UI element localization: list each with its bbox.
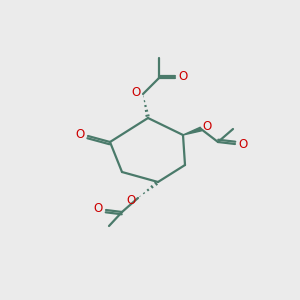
- Text: O: O: [75, 128, 85, 142]
- Text: O: O: [178, 70, 188, 83]
- Text: O: O: [202, 119, 211, 133]
- Text: O: O: [93, 202, 103, 215]
- Polygon shape: [183, 127, 202, 135]
- Text: O: O: [126, 194, 136, 206]
- Text: O: O: [131, 86, 141, 100]
- Text: O: O: [238, 139, 247, 152]
